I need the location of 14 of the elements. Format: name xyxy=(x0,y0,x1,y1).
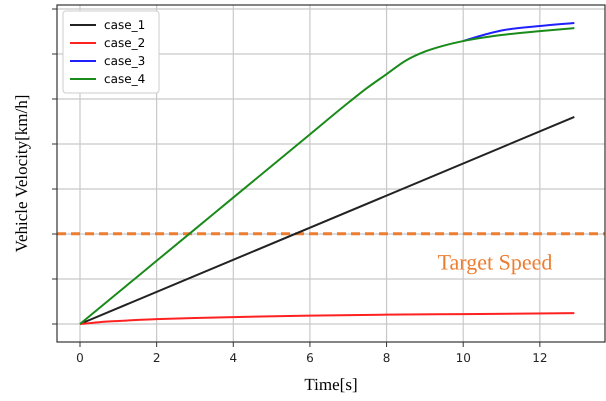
x-tick-label: 8 xyxy=(382,351,390,365)
x-tick-label: 10 xyxy=(456,351,471,365)
ref-line-label: Target Speed xyxy=(438,250,552,275)
x-axis-title: Time[s] xyxy=(304,375,358,394)
legend-label: case_2 xyxy=(104,36,146,50)
x-tick-label: 12 xyxy=(532,351,548,365)
x-tick-label: 6 xyxy=(306,351,314,365)
legend-label: case_4 xyxy=(104,72,146,86)
legend-label: case_1 xyxy=(104,18,146,32)
x-tick-label: 2 xyxy=(152,351,160,365)
x-tick-label: 4 xyxy=(229,351,238,365)
y-axis-title: Vehicle Velocity[km/h] xyxy=(12,94,31,252)
x-tick-label: 0 xyxy=(76,351,84,365)
legend-label: case_3 xyxy=(104,54,146,68)
